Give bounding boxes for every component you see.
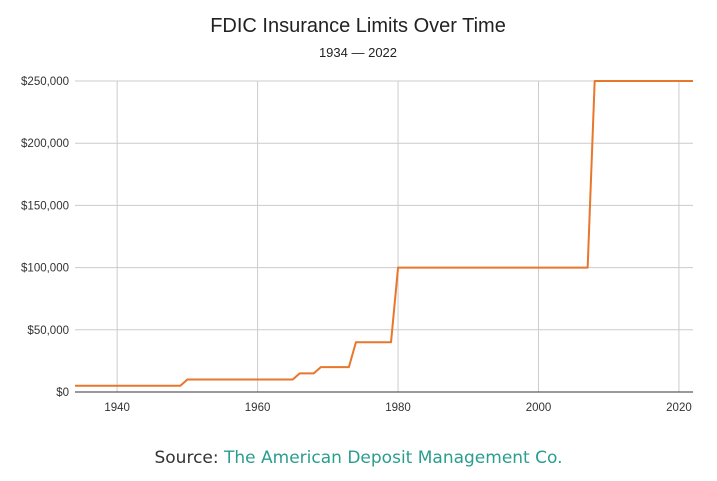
chart-subtitle: 1934 — 2022 xyxy=(319,45,397,60)
y-tick-label: $200,000 xyxy=(21,138,69,150)
line-chart: FDIC Insurance Limits Over Time 1934 — 2… xyxy=(21,15,693,414)
y-tick-label: $0 xyxy=(56,387,69,399)
x-tick-label: 2020 xyxy=(666,402,692,414)
series-layer xyxy=(75,80,693,387)
source-caption: Source: The American Deposit Management … xyxy=(0,448,717,468)
y-tick-label: $150,000 xyxy=(21,200,69,212)
x-tick-label: 2000 xyxy=(526,402,552,414)
y-tick-label: $250,000 xyxy=(21,76,69,88)
source-name: The American Deposit Management Co. xyxy=(224,448,563,468)
series-line xyxy=(75,80,693,387)
source-prefix: Source: xyxy=(154,448,219,468)
chart-title: FDIC Insurance Limits Over Time xyxy=(210,15,506,37)
y-tick-label: $100,000 xyxy=(21,263,69,275)
axis-ticks: $0 $50,000 $100,000 $150,000 $200,000 $250,00… xyxy=(21,76,692,414)
x-tick-label: 1940 xyxy=(104,402,130,414)
x-tick-label: 1980 xyxy=(385,402,411,414)
y-tick-label: $50,000 xyxy=(27,325,69,337)
x-tick-label: 1960 xyxy=(245,402,271,414)
grid xyxy=(75,80,693,393)
